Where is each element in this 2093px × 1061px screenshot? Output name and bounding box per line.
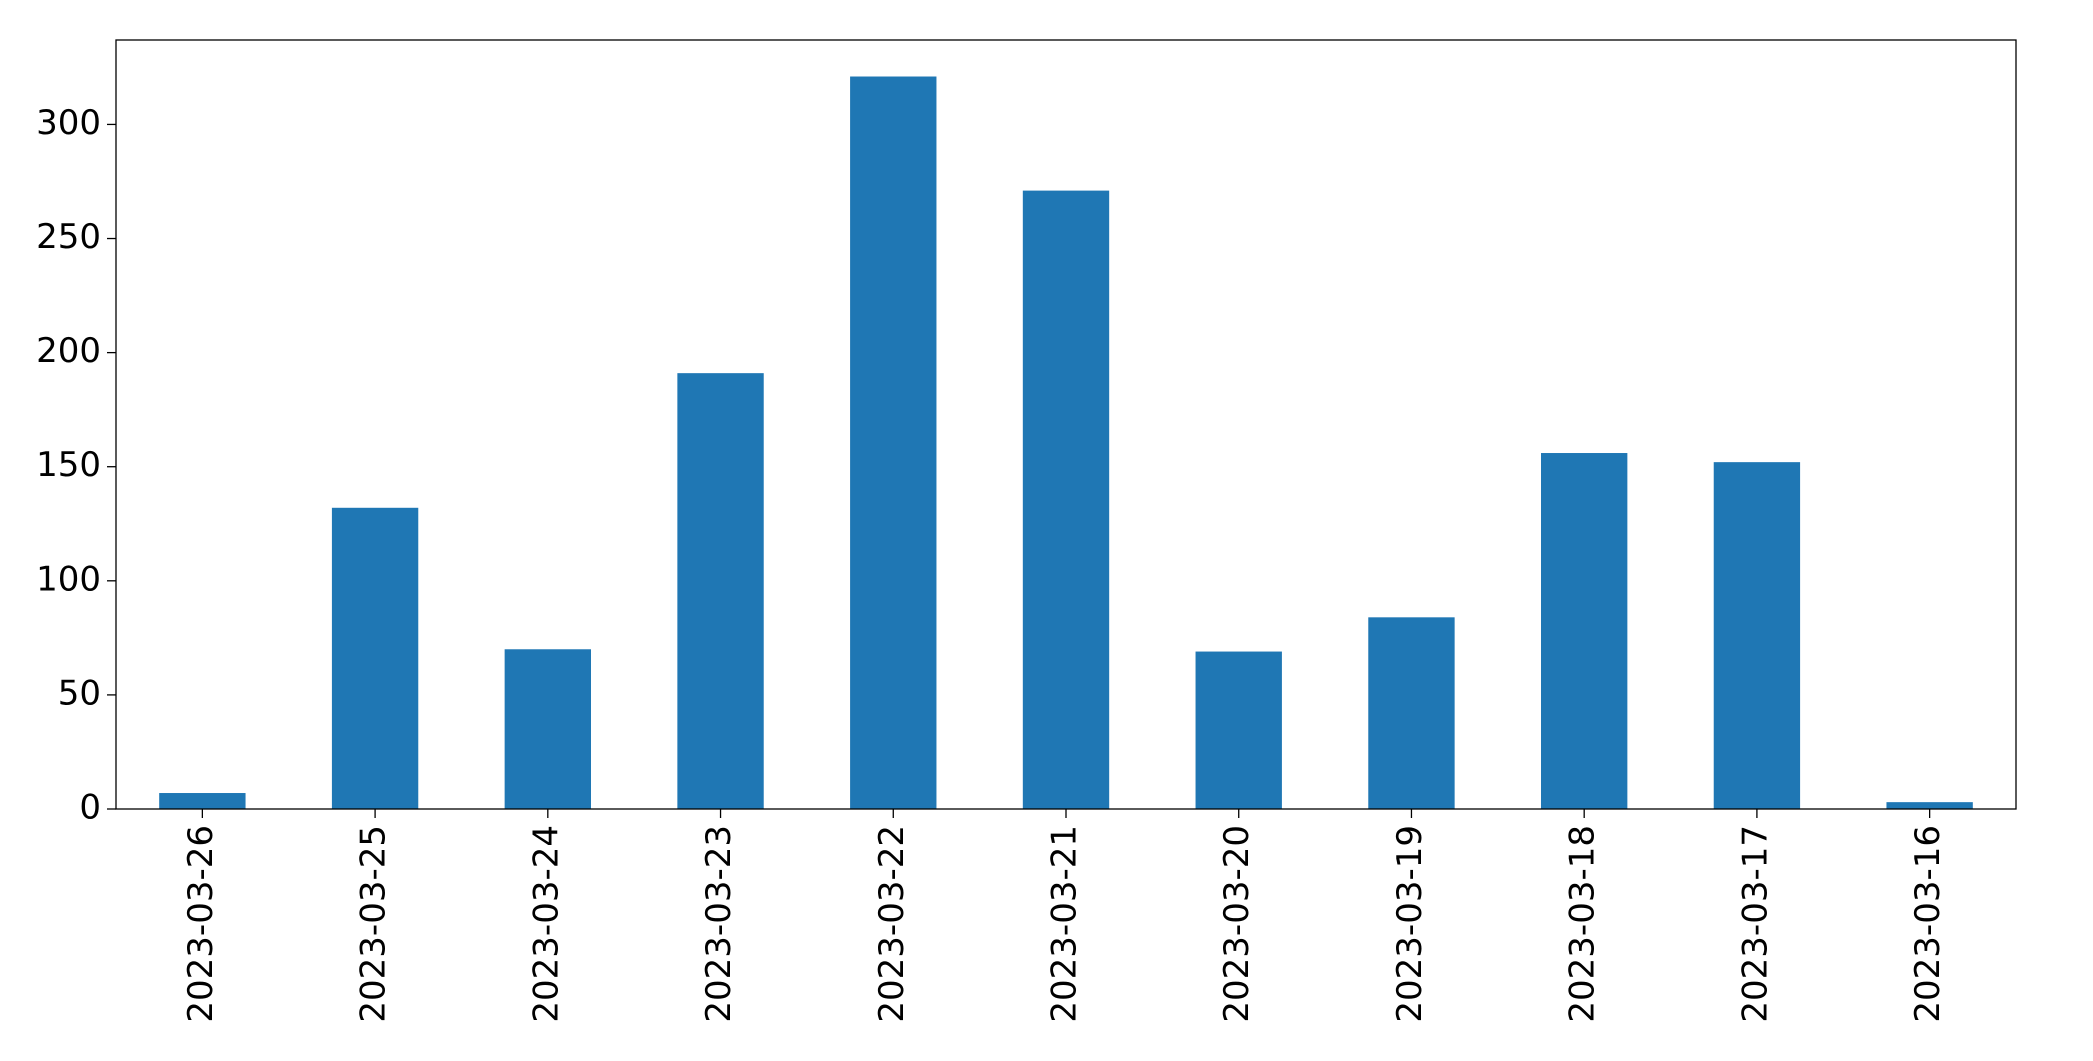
x-tick-label: 2023-03-20 <box>1217 825 1257 1023</box>
y-tick-label: 0 <box>79 788 101 828</box>
y-tick-label: 300 <box>36 103 101 143</box>
x-tick-label: 2023-03-26 <box>181 825 221 1023</box>
bar <box>1886 802 1973 809</box>
x-tick-label: 2023-03-22 <box>872 825 912 1023</box>
bar <box>1195 651 1282 809</box>
x-tick-label: 2023-03-16 <box>1908 825 1948 1023</box>
y-tick-label: 100 <box>36 559 101 599</box>
x-tick-label: 2023-03-24 <box>526 825 566 1023</box>
x-tick-label: 2023-03-23 <box>699 825 739 1023</box>
x-tick-label: 2023-03-25 <box>354 825 394 1023</box>
x-tick-label: 2023-03-18 <box>1563 825 1603 1023</box>
y-tick-label: 50 <box>58 673 101 713</box>
y-tick-label: 150 <box>36 445 101 485</box>
plot-frame <box>115 39 2017 810</box>
bar <box>331 507 419 809</box>
bar <box>677 373 764 809</box>
bar <box>1368 617 1455 809</box>
x-tick-label: 2023-03-19 <box>1390 825 1430 1023</box>
x-tick-label: 2023-03-17 <box>1735 825 1775 1023</box>
bar <box>1541 453 1628 809</box>
bar <box>1713 462 1801 809</box>
y-tick-label: 250 <box>36 217 101 257</box>
bar <box>504 649 591 809</box>
bar <box>1022 190 1110 809</box>
bar <box>159 793 246 809</box>
y-tick-label: 200 <box>36 331 101 371</box>
x-tick-label: 2023-03-21 <box>1045 825 1085 1023</box>
bar <box>850 76 937 810</box>
